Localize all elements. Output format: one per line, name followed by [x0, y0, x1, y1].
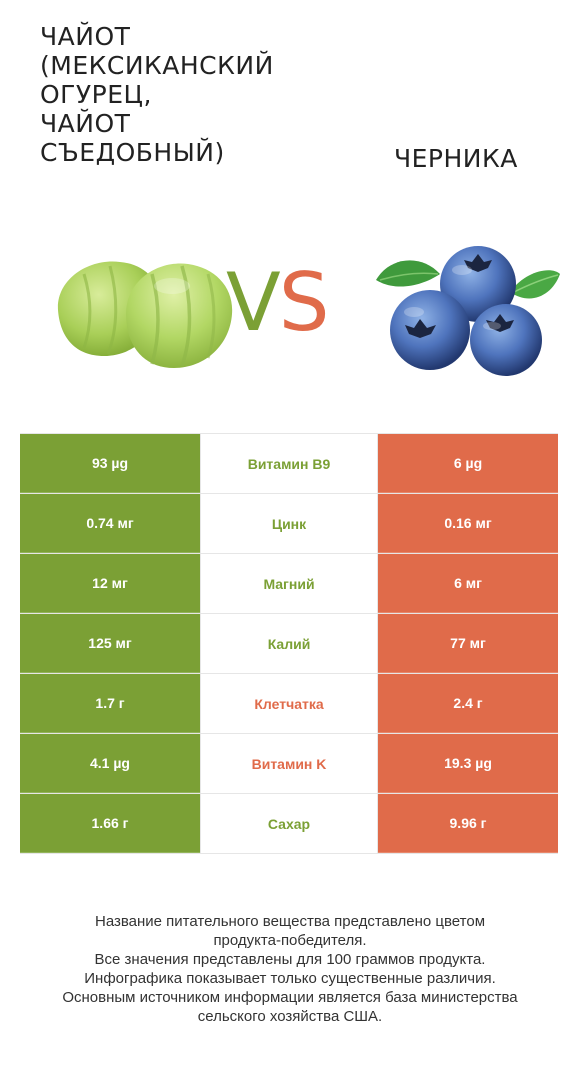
nutrient-name: Калий — [200, 614, 378, 673]
nutrient-name: Клетчатка — [200, 674, 378, 733]
versus-s: S — [278, 256, 330, 349]
left-value: 12 мг — [20, 554, 200, 613]
table-row: 4.1 µg Витамин K 19.3 µg — [20, 734, 558, 794]
nutrient-name: Магний — [200, 554, 378, 613]
right-value: 6 µg — [378, 434, 558, 493]
footer-line: Инфографика показывает только существенн… — [84, 970, 496, 987]
left-value: 93 µg — [20, 434, 200, 493]
left-value: 1.7 г — [20, 674, 200, 733]
left-value: 0.74 мг — [20, 494, 200, 553]
table-row: 1.7 г Клетчатка 2.4 г — [20, 674, 558, 734]
nutrient-name: Цинк — [200, 494, 378, 553]
right-value: 2.4 г — [378, 674, 558, 733]
footer-line: сельского хозяйства США. — [197, 1008, 383, 1025]
blueberry-icon — [376, 246, 560, 376]
left-title-line: ЧАЙОТ — [40, 22, 131, 51]
footer-notes: Название питательного вещества представл… — [20, 912, 560, 1026]
footer-line: Название питательного вещества представл… — [94, 913, 486, 930]
table-row: 125 мг Калий 77 мг — [20, 614, 558, 674]
footer-line: Все значения представлены для 100 граммо… — [94, 951, 486, 968]
right-value: 6 мг — [378, 554, 558, 613]
chayote-icon — [57, 261, 233, 368]
left-title-line: ОГУРЕЦ, — [40, 80, 152, 109]
versus-v: V — [226, 256, 281, 349]
left-title-line: СЪЕДОБНЫЙ) — [40, 138, 225, 167]
table-row: 0.74 мг Цинк 0.16 мг — [20, 494, 558, 554]
footer-line: Основным источником информации является … — [62, 989, 518, 1006]
right-value: 9.96 г — [378, 794, 558, 853]
right-product-title: ЧЕРНИКА — [394, 144, 518, 173]
right-value: 77 мг — [378, 614, 558, 673]
table-row: 93 µg Витамин B9 6 µg — [20, 434, 558, 494]
table-row: 12 мг Магний 6 мг — [20, 554, 558, 614]
nutrient-name: Витамин B9 — [200, 434, 378, 493]
right-value: 0.16 мг — [378, 494, 558, 553]
comparison-table: 93 µg Витамин B9 6 µg 0.74 мг Цинк 0.16 … — [20, 433, 558, 854]
left-value: 125 мг — [20, 614, 200, 673]
left-product-title: ЧАЙОТ (МЕКСИКАНСКИЙ ОГУРЕЦ, ЧАЙОТ СЪЕДОБ… — [40, 22, 280, 167]
left-value: 4.1 µg — [20, 734, 200, 793]
left-value: 1.66 г — [20, 794, 200, 853]
left-title-line: ЧАЙОТ — [40, 109, 131, 138]
versus-label: VS — [226, 258, 356, 348]
left-title-line: (МЕКСИКАНСКИЙ — [40, 51, 274, 80]
nutrient-name: Сахар — [200, 794, 378, 853]
table-row: 1.66 г Сахар 9.96 г — [20, 794, 558, 854]
right-value: 19.3 µg — [378, 734, 558, 793]
footer-line: продукта-победителя. — [213, 932, 367, 949]
nutrient-name: Витамин K — [200, 734, 378, 793]
